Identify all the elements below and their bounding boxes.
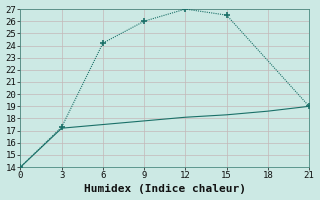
X-axis label: Humidex (Indice chaleur): Humidex (Indice chaleur): [84, 184, 246, 194]
